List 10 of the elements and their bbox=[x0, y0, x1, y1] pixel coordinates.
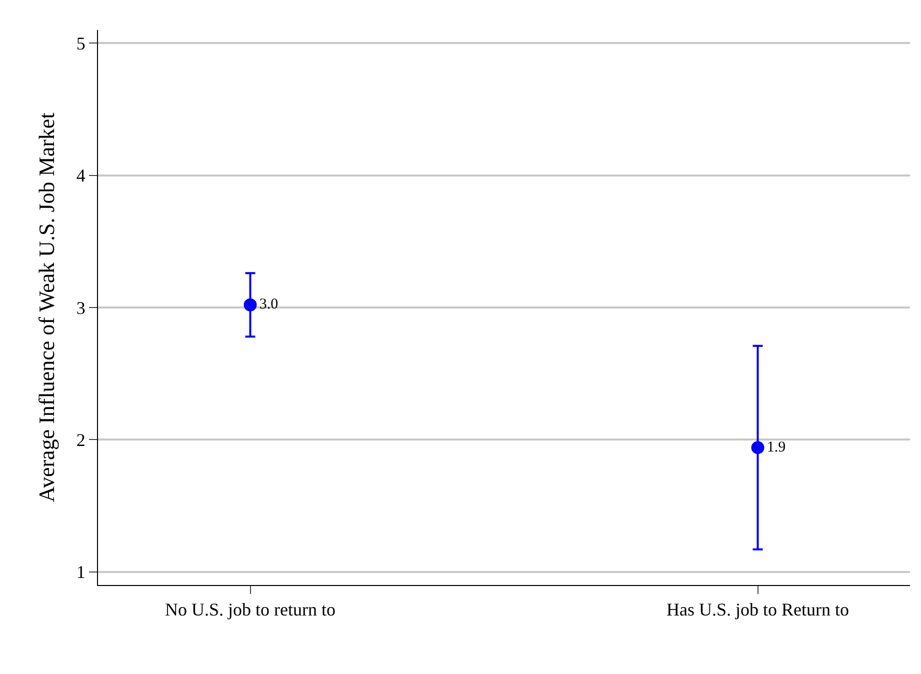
y-tick-label: 1 bbox=[76, 562, 86, 582]
data-label: 1.9 bbox=[766, 439, 786, 456]
x-tick-label: Has U.S. job to Return to bbox=[666, 600, 849, 620]
y-tick-label: 4 bbox=[76, 166, 86, 186]
x-tick-label: No U.S. job to return to bbox=[165, 600, 336, 620]
data-label: 3.0 bbox=[259, 296, 278, 313]
y-axis-title: Average Influence of Weak U.S. Job Market bbox=[34, 112, 60, 502]
y-tick-label: 5 bbox=[76, 34, 86, 54]
y-tick-label: 3 bbox=[76, 298, 86, 318]
y-tick-label: 2 bbox=[76, 430, 86, 450]
